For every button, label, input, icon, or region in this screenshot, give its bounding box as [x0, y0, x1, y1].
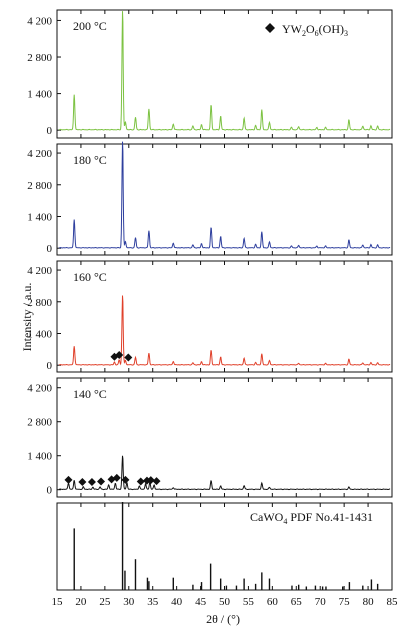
- yw-marker: [124, 353, 133, 362]
- panel-temperature-label: 180 °C: [73, 153, 107, 167]
- ytick-label: 0: [47, 360, 53, 372]
- legend: YW2O6(OH)3: [265, 22, 348, 38]
- xtick-label-25: 25: [99, 596, 111, 608]
- x-axis-title: 2θ / (°): [206, 612, 240, 626]
- yw-marker: [64, 475, 73, 484]
- ytick-label: 4 200: [27, 15, 52, 27]
- ytick-label: 1 400: [27, 89, 52, 101]
- yw-marker: [136, 477, 145, 486]
- xtick-label-60: 60: [267, 596, 279, 608]
- ytick-label: 4 200: [27, 148, 52, 160]
- yw-marker: [87, 478, 96, 487]
- panel-2: 0 1 400 2 800 4 200 180 °C: [27, 141, 393, 256]
- series-line: [58, 295, 391, 366]
- panel-temperature-label: 160 °C: [73, 270, 107, 284]
- yw-marker: [78, 478, 87, 487]
- reference-panel: CaWO4 PDF No.41-1431: [56, 502, 393, 591]
- ytick-label: 4 200: [27, 383, 52, 395]
- xtick-label-20: 20: [75, 596, 87, 608]
- panel-3: 0 1 400 2 800 4 200 160 °C: [27, 260, 393, 373]
- legend-diamond-marker: [265, 23, 275, 33]
- panel-4: 0 1 400 2 800 4 200 140 °C: [27, 377, 393, 498]
- xtick-label-50: 50: [219, 596, 231, 608]
- xtick-label-15: 15: [52, 596, 64, 608]
- yw-marker: [97, 477, 106, 486]
- ytick-label: 0: [47, 485, 53, 497]
- reference-label: CaWO4 PDF No.41-1431: [250, 510, 373, 526]
- ytick-label: 2 800: [27, 180, 52, 192]
- series-line: [58, 455, 391, 491]
- xtick-label-45: 45: [195, 596, 207, 608]
- panel-temperature-label: 200 °C: [73, 19, 107, 33]
- panel-frame: [56, 260, 393, 373]
- ytick-label: 0: [47, 125, 53, 137]
- ytick-label: 2 800: [27, 417, 52, 429]
- xtick-label-70: 70: [315, 596, 327, 608]
- yw-marker: [112, 473, 121, 482]
- panel-temperature-label: 140 °C: [73, 387, 107, 401]
- yw-marker: [152, 477, 161, 486]
- panel-1: 0 1 400 2 800 4 200 200 °C: [27, 9, 393, 139]
- xtick-label-40: 40: [171, 596, 183, 608]
- yw-marker: [121, 475, 130, 484]
- panel-frame: [56, 143, 393, 256]
- legend-label: YW2O6(OH)3: [282, 22, 348, 38]
- xtick-label-75: 75: [339, 596, 351, 608]
- ytick-label: 0: [47, 243, 53, 255]
- ytick-label: 1 400: [27, 328, 52, 340]
- xtick-label-30: 30: [123, 596, 135, 608]
- ytick-label: 2 800: [27, 52, 52, 64]
- yw-marker: [146, 476, 155, 485]
- xtick-label-80: 80: [363, 596, 375, 608]
- ytick-label: 2 800: [27, 297, 52, 309]
- ytick-label: 1 400: [27, 211, 52, 223]
- xtick-label-35: 35: [147, 596, 159, 608]
- panel-frame: [56, 377, 393, 498]
- yw-marker: [115, 350, 124, 359]
- ytick-label: 4 200: [27, 265, 52, 277]
- panels-group: 0 1 400 2 800 4 200 200 °C 0 1 400 2 800 4 200 18…: [27, 9, 393, 498]
- series-line: [58, 11, 391, 131]
- xtick-label-85: 85: [387, 596, 399, 608]
- xtick-label-55: 55: [243, 596, 255, 608]
- xtick-label-65: 65: [291, 596, 303, 608]
- ytick-label: 1 400: [27, 451, 52, 463]
- series-line: [58, 141, 391, 249]
- y-axis-title: Intensity / a.u.: [20, 283, 34, 352]
- x-axis: 15 20 25 30 35 40 45 50 55 60 65 70 75 80 85: [52, 596, 399, 608]
